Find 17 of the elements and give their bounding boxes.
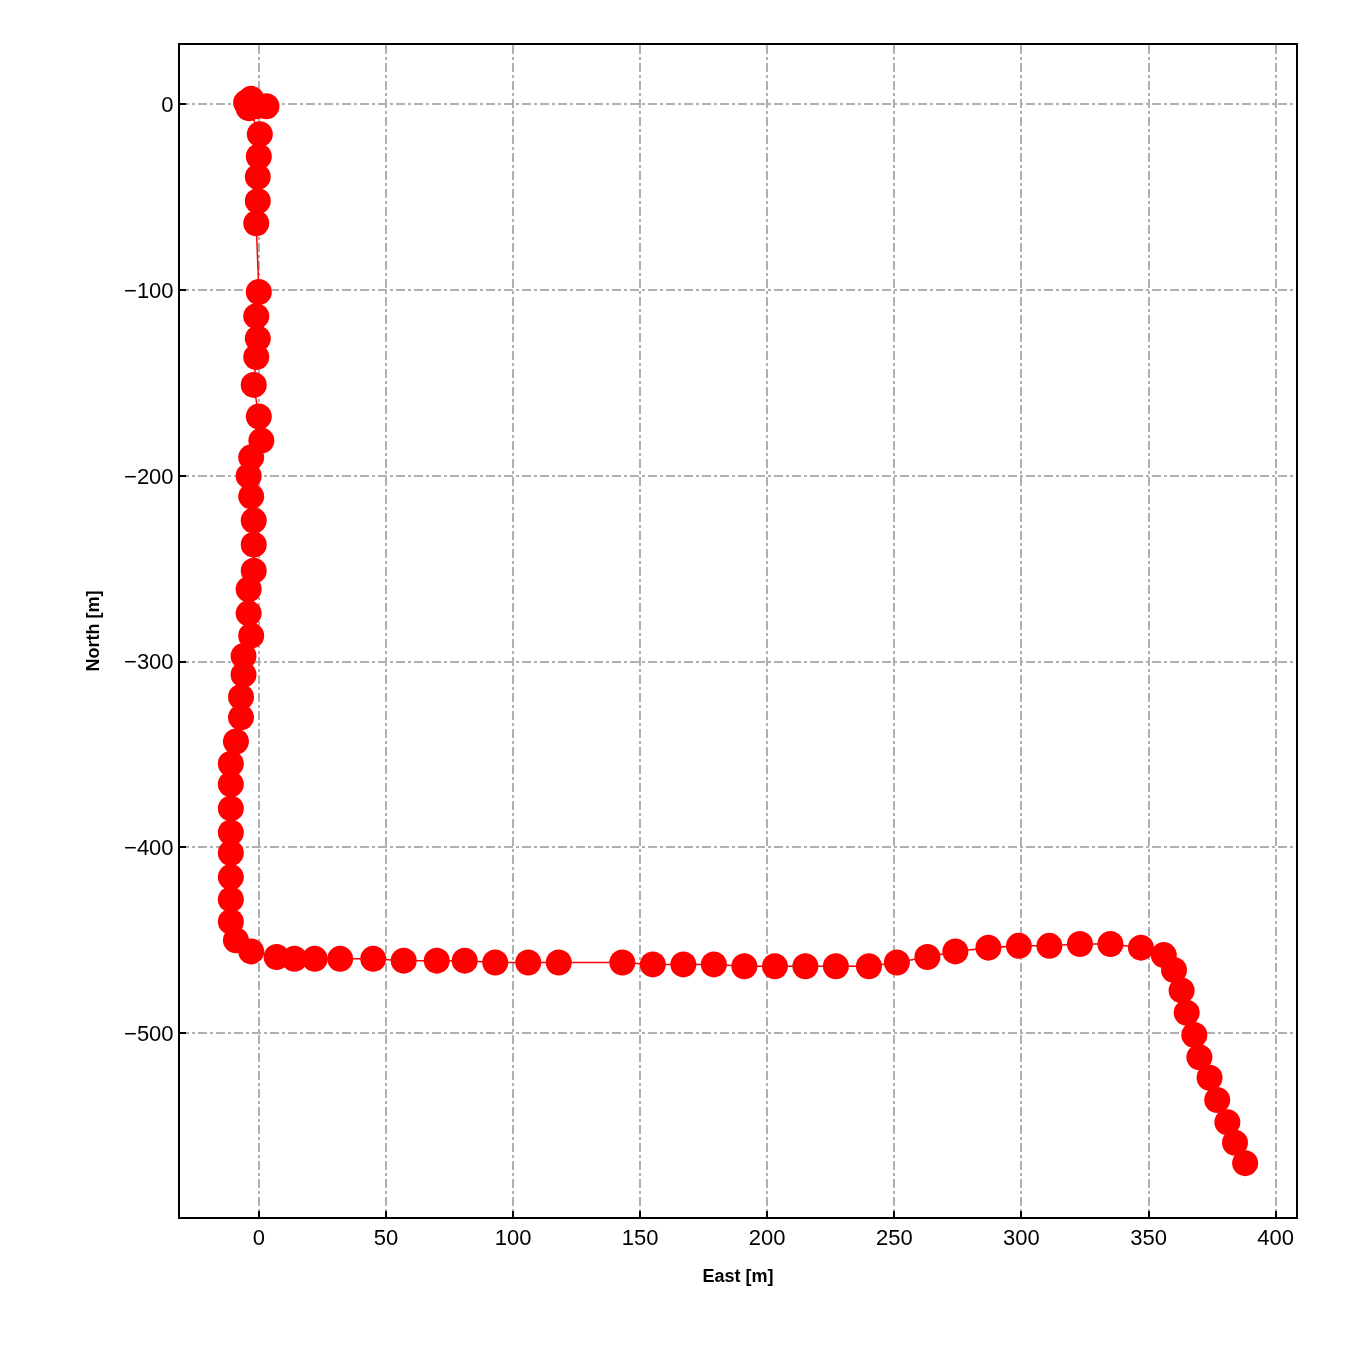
x-tick-label: 400: [1257, 1225, 1295, 1251]
y-tick-label: −200: [124, 463, 174, 489]
x-tick-label: 200: [748, 1225, 786, 1251]
x-tick-label: 150: [621, 1225, 659, 1251]
x-tick-label: 350: [1130, 1225, 1167, 1251]
y-tick-label: −400: [124, 835, 174, 861]
y-tick-label: −100: [124, 277, 174, 303]
y-tick-label: −500: [124, 1020, 174, 1046]
y-axis-title: North [m]: [82, 590, 103, 672]
x-axis-title: East [m]: [702, 1266, 774, 1286]
x-tick-label: 300: [1003, 1225, 1040, 1251]
y-tick-label: 0: [161, 92, 174, 118]
x-tick-label: 50: [373, 1225, 399, 1251]
x-tick-label: 100: [494, 1225, 532, 1251]
x-tick-label: 250: [875, 1225, 913, 1251]
x-tick-label: 0: [252, 1225, 265, 1251]
y-tick-label: −300: [124, 649, 174, 675]
